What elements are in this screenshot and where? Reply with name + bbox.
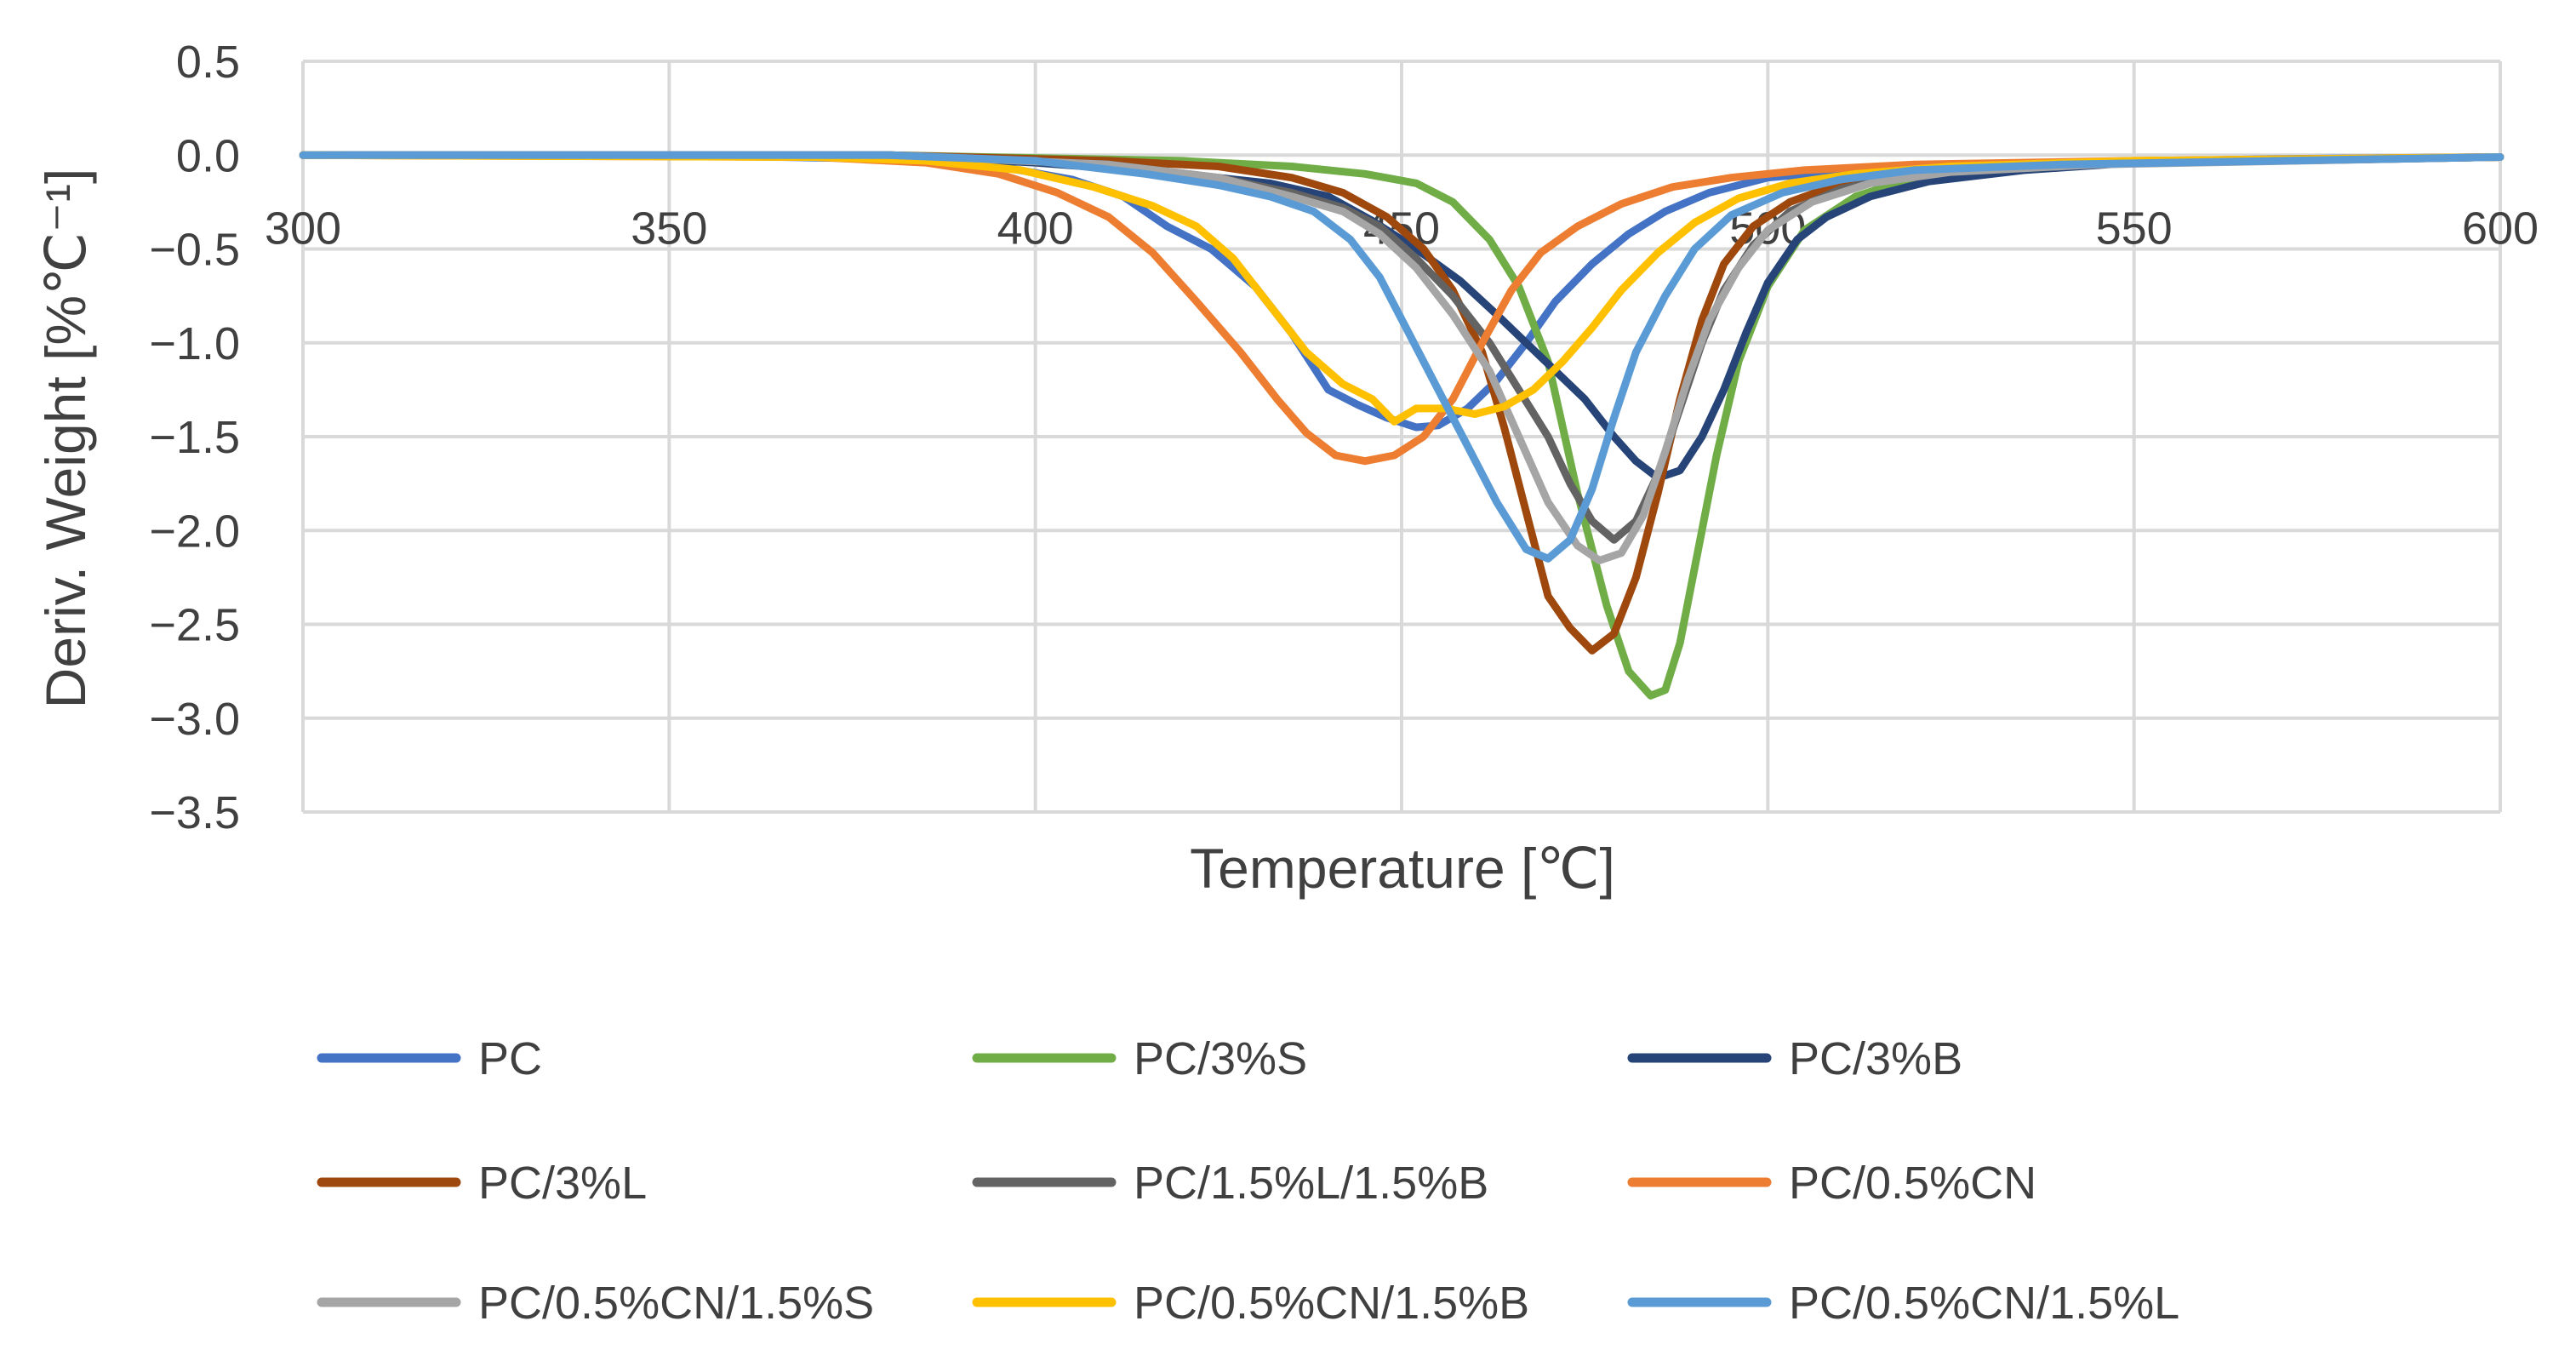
y-tick-label: −2.5 bbox=[149, 600, 240, 651]
legend-label: PC/1.5%L/1.5%B bbox=[1134, 1158, 1488, 1209]
legend-label: PC/3%L bbox=[478, 1158, 647, 1209]
y-tick-labels: 0.5 0.0 −0.5 −1.0 −1.5 −2.0 −2.5 −3.0 −3.5 bbox=[149, 37, 240, 838]
y-axis-title: Deriv. Weight [%℃⁻¹] bbox=[34, 169, 97, 709]
y-tick-label: −1.0 bbox=[149, 318, 240, 369]
series-line bbox=[299, 151, 2505, 482]
series-lines bbox=[299, 151, 2505, 700]
y-tick-label: 0.5 bbox=[176, 37, 240, 88]
legend-label: PC/0.5%CN bbox=[1789, 1158, 2036, 1209]
legend-label: PC bbox=[478, 1033, 542, 1084]
series-line bbox=[299, 151, 2505, 564]
legend-label: PC/3%S bbox=[1134, 1033, 1307, 1084]
y-tick-label: −2.0 bbox=[149, 506, 240, 557]
legend-label: PC/0.5%CN/1.5%B bbox=[1134, 1278, 1529, 1329]
legend-label: PC/3%B bbox=[1789, 1033, 1962, 1084]
gridlines bbox=[301, 60, 2502, 814]
series-line bbox=[299, 151, 2505, 466]
legend: PC PC/3%S PC/3%B PC/3%L PC/1.5%L/1.5%B PC/0.5… bbox=[317, 1033, 2179, 1329]
legend-label: PC/0.5%CN/1.5%L bbox=[1789, 1278, 2179, 1329]
y-tick-label: −1.5 bbox=[149, 412, 240, 463]
x-axis-title: Temperature [℃] bbox=[1190, 837, 1615, 900]
series-line bbox=[299, 151, 2505, 700]
y-tick-label: −0.5 bbox=[149, 225, 240, 276]
y-tick-label: −3.5 bbox=[149, 787, 240, 838]
x-tick-label: 600 bbox=[2462, 203, 2539, 254]
y-tick-label: 0.0 bbox=[176, 130, 240, 181]
x-tick-label: 550 bbox=[2096, 203, 2173, 254]
series-line bbox=[299, 151, 2505, 655]
x-tick-label: 350 bbox=[631, 203, 707, 254]
x-tick-label: 400 bbox=[997, 203, 1074, 254]
x-tick-label: 300 bbox=[265, 203, 341, 254]
y-tick-label: −3.0 bbox=[149, 694, 240, 745]
legend-label: PC/0.5%CN/1.5%S bbox=[478, 1278, 874, 1329]
series-line bbox=[299, 151, 2505, 563]
